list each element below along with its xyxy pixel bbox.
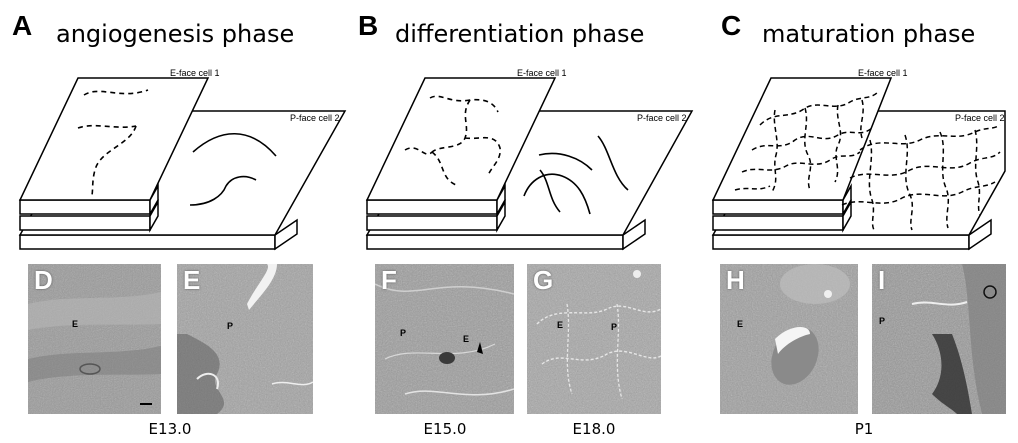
panel-title-angiogenesis: angiogenesis phase [56, 20, 295, 48]
schematic-a [18, 77, 347, 251]
age-label-e15: E15.0 [423, 420, 467, 438]
mark-p-g: P [611, 322, 618, 332]
mark-e-h: E [737, 319, 744, 329]
p-face-label-a-text: P-face cell 2 [290, 113, 340, 123]
e-face-plane-c [711, 77, 893, 201]
micrograph-letter-i: I [878, 265, 886, 295]
micrograph-g-image [527, 264, 661, 414]
e-face-label-b-text: E-face cell 1 [517, 68, 567, 78]
micrograph-i: I P [872, 264, 1006, 414]
micrograph-h: H E [720, 264, 858, 414]
micrograph-e-image [177, 264, 313, 414]
strands-a [77, 89, 277, 206]
age-label-p1: P1 [854, 420, 874, 438]
micrograph-letter-f: F [381, 265, 397, 295]
strands-b [404, 95, 629, 215]
micrograph-letter-g: G [533, 265, 554, 295]
micrograph-f: F P E [375, 264, 514, 414]
age-label-e13: E13.0 [148, 420, 192, 438]
micrograph-i-image [872, 264, 1006, 414]
panel-letter-b: B [358, 10, 379, 41]
schematic-c [711, 77, 1006, 251]
micrograph-e: E P [177, 264, 313, 414]
mark-e-f: E [463, 334, 470, 344]
mark-e-g: E [557, 320, 564, 330]
micrograph-f-image [375, 264, 514, 414]
schematics: E-face cell 1 E-face cell 1 P-face cell … [18, 68, 1006, 251]
micrograph-letter-h: H [726, 265, 745, 295]
panel-letter-a: A [12, 10, 33, 41]
micrograph-letter-e: E [183, 265, 201, 295]
panel-title-differentiation: differentiation phase [395, 20, 645, 48]
e-face-plane-b [365, 77, 557, 201]
mark-p-i: P [879, 316, 886, 326]
micrograph-letter-d: D [34, 265, 53, 295]
e-face-plane-a [18, 77, 210, 201]
micrograph-h-image [720, 264, 858, 414]
e-face-label-a-text: E-face cell 1 [170, 68, 220, 78]
mark-e-d: E [72, 319, 79, 329]
mark-p-e: P [227, 321, 234, 331]
age-label-e18: E18.0 [572, 420, 616, 438]
p-face-label-c-text: P-face cell 2 [955, 113, 1005, 123]
schematic-b [365, 77, 694, 251]
panel-letter-c: C [721, 10, 742, 41]
p-face-label-b-text: P-face cell 2 [637, 113, 687, 123]
micrograph-d-image [28, 264, 161, 414]
micrograph-d: D E [28, 264, 161, 414]
micrograph-g: G E P [527, 264, 661, 414]
strands-c [734, 91, 1001, 231]
e-face-label-c-text: E-face cell 1 [858, 68, 908, 78]
panel-title-maturation: maturation phase [762, 20, 976, 48]
mark-p-f: P [400, 328, 407, 338]
